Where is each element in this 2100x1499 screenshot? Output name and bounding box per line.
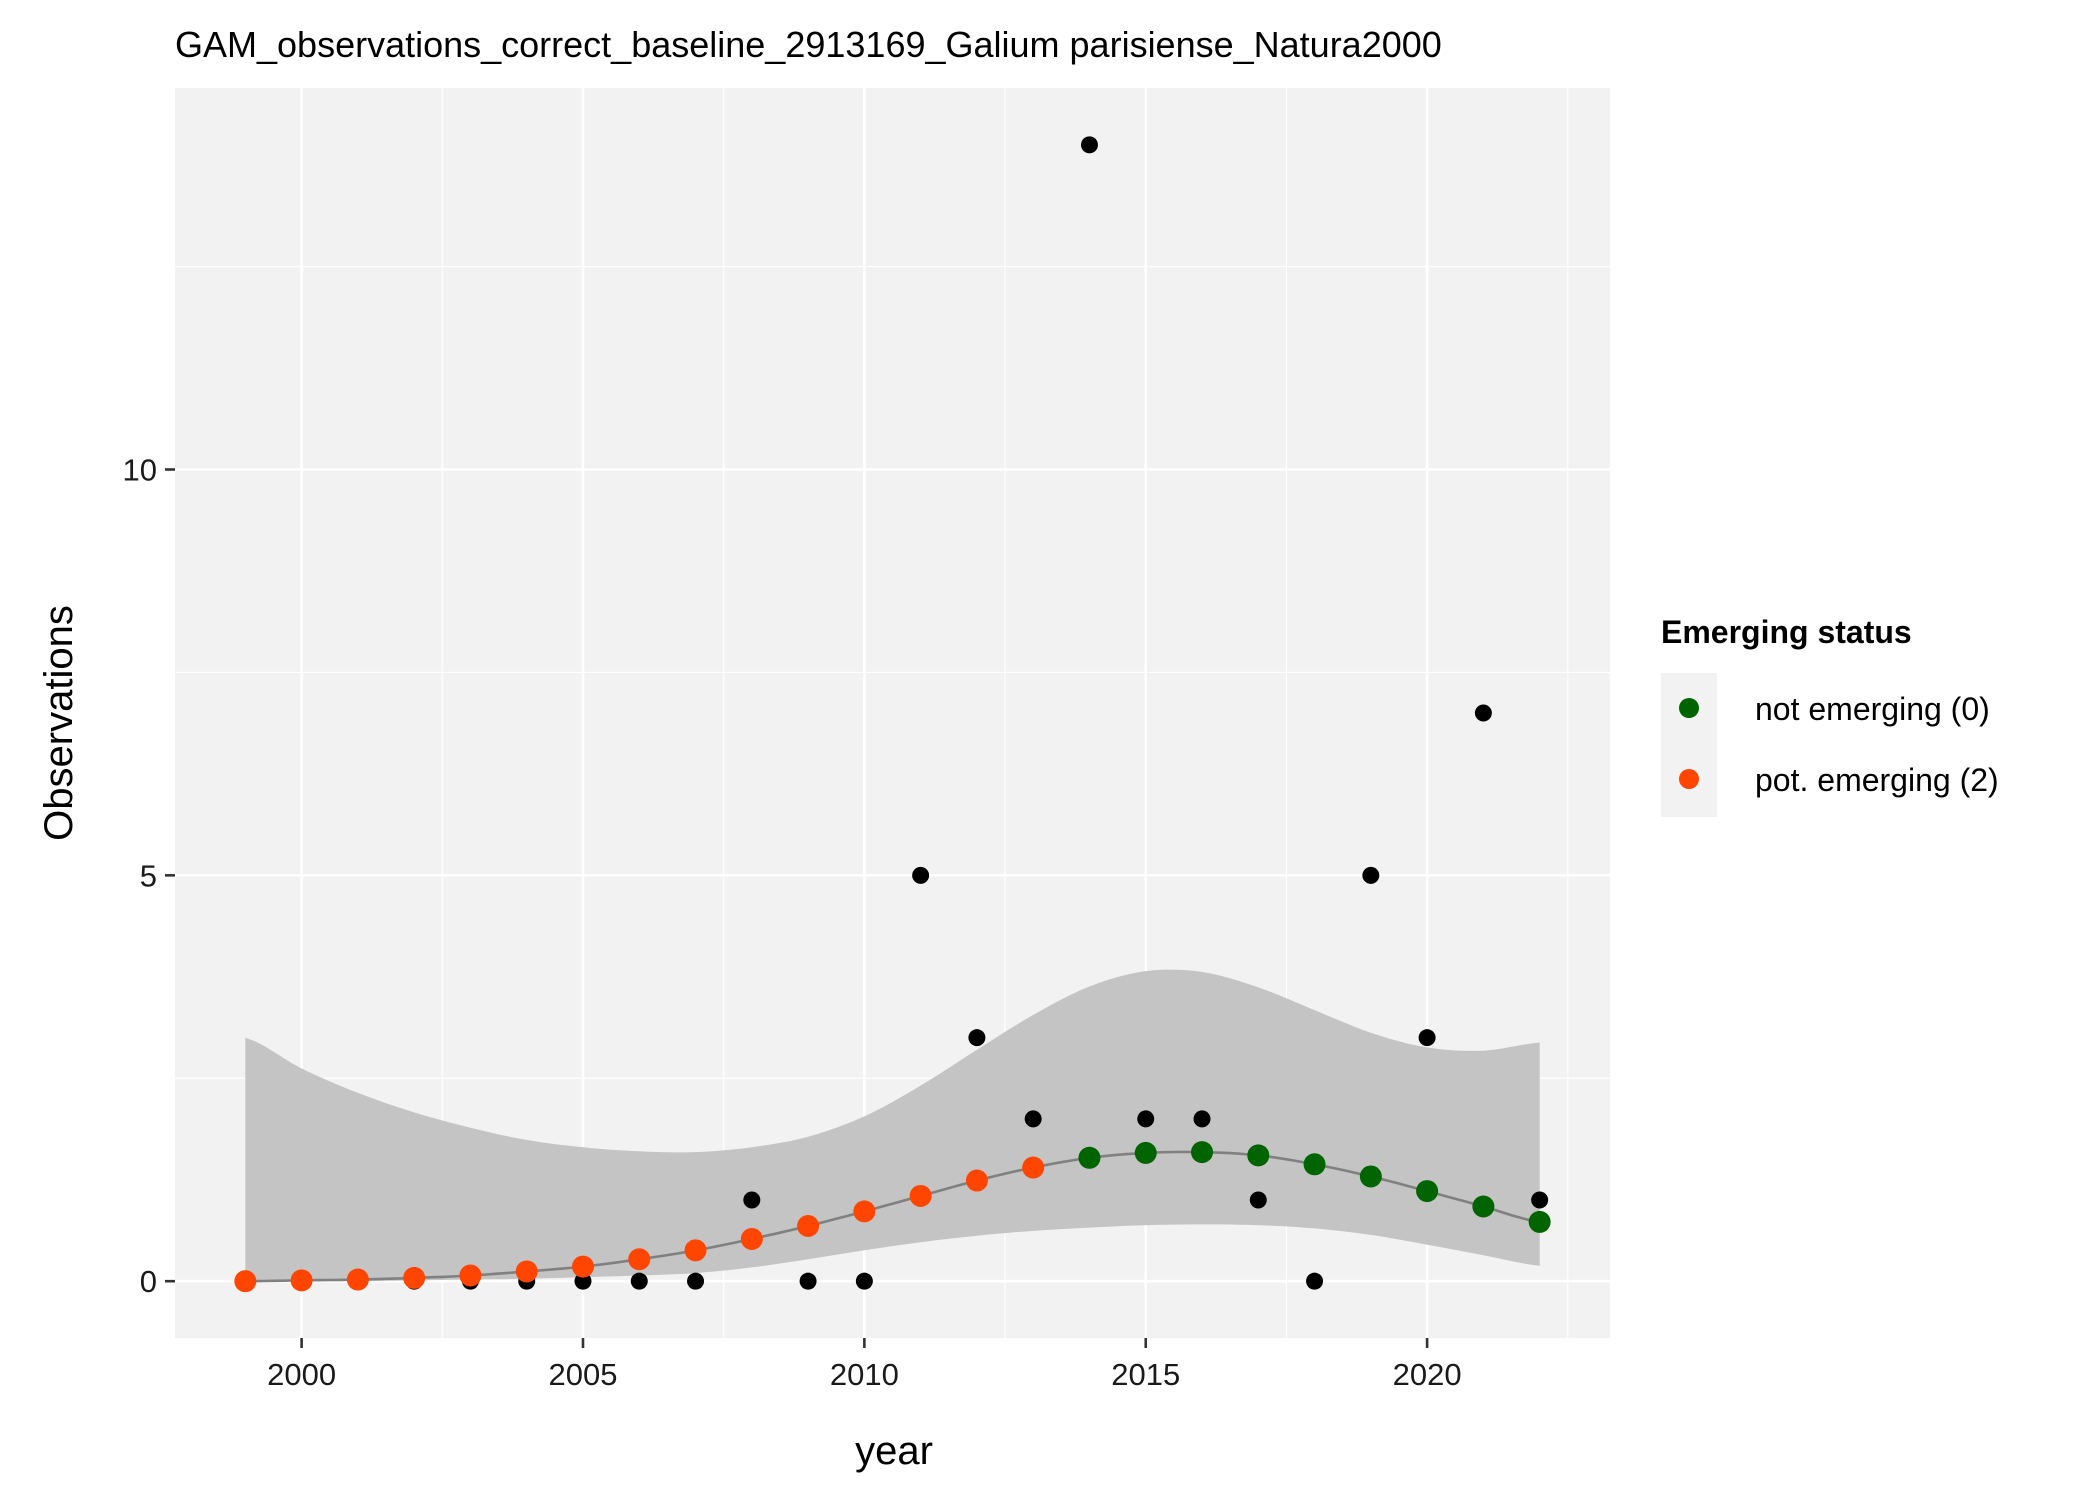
fitted-point [1191, 1141, 1214, 1164]
observed-point [1193, 1110, 1211, 1128]
x-axis-title: year [855, 1429, 933, 1473]
x-axis: 2000 2005 2010 2015 2020 [267, 1338, 1462, 1392]
observed-point [1137, 1110, 1155, 1128]
observed-point [1306, 1272, 1324, 1290]
fitted-point [853, 1200, 876, 1223]
fitted-point [965, 1169, 988, 1192]
fit-points [234, 1141, 1551, 1293]
observed-point [743, 1191, 761, 1209]
observed-point [855, 1272, 873, 1290]
x-tick-label: 2020 [1393, 1357, 1462, 1392]
fitted-point [571, 1255, 594, 1278]
observed-point [687, 1272, 705, 1290]
fitted-point [1528, 1210, 1551, 1233]
legend-key-not-emerging [1679, 698, 1699, 718]
y-axis: 0 5 10 [123, 452, 175, 1299]
x-tick-label: 2005 [549, 1357, 618, 1392]
observed-point [1474, 704, 1492, 722]
observed-point [912, 866, 930, 884]
y-tick-label: 10 [123, 452, 157, 487]
observed-point [1080, 136, 1098, 154]
fitted-point [797, 1214, 820, 1237]
fitted-point [628, 1248, 651, 1271]
legend-key-background [1661, 673, 1717, 817]
y-tick-label: 5 [140, 858, 157, 893]
plot-panel [175, 88, 1610, 1338]
x-tick-label: 2010 [830, 1357, 899, 1392]
fitted-point [740, 1227, 763, 1250]
fitted-point [515, 1260, 538, 1283]
y-axis-title: Observations [37, 605, 81, 841]
fitted-point [459, 1264, 482, 1287]
legend-key-pot-emerging [1679, 769, 1699, 789]
observed-point [968, 1029, 986, 1047]
fitted-point [909, 1184, 932, 1207]
chart-title: GAM_observations_correct_baseline_291316… [175, 24, 1442, 65]
fitted-point [1247, 1144, 1270, 1167]
observed-point [1249, 1191, 1267, 1209]
fitted-point [1303, 1153, 1326, 1176]
fitted-point [684, 1239, 707, 1262]
fitted-point [1472, 1195, 1495, 1218]
legend-label-pot-emerging: pot. emerging (2) [1755, 762, 1999, 798]
fitted-point [403, 1266, 426, 1289]
legend-label-not-emerging: not emerging (0) [1755, 691, 1990, 727]
observed-point [630, 1272, 648, 1290]
observed-point [799, 1272, 817, 1290]
x-tick-label: 2015 [1111, 1357, 1180, 1392]
legend-title: Emerging status [1661, 614, 1912, 650]
fitted-point [1359, 1165, 1382, 1188]
observed-point [574, 1272, 592, 1290]
fitted-point [290, 1269, 313, 1292]
observed-point [1024, 1110, 1042, 1128]
confidence-ribbon [245, 969, 1540, 1282]
fitted-point [1022, 1156, 1045, 1179]
fitted-point [346, 1268, 369, 1291]
observed-point [1418, 1029, 1436, 1047]
legend: Emerging status not emerging (0) pot. em… [1661, 614, 1999, 817]
x-tick-label: 2000 [267, 1357, 336, 1392]
y-tick-label: 0 [140, 1264, 157, 1299]
fitted-point [1416, 1180, 1439, 1203]
observed-point [1531, 1191, 1549, 1209]
fitted-point [234, 1270, 257, 1293]
fitted-point [1078, 1146, 1101, 1169]
observed-point [1362, 866, 1380, 884]
fitted-point [1134, 1141, 1157, 1164]
